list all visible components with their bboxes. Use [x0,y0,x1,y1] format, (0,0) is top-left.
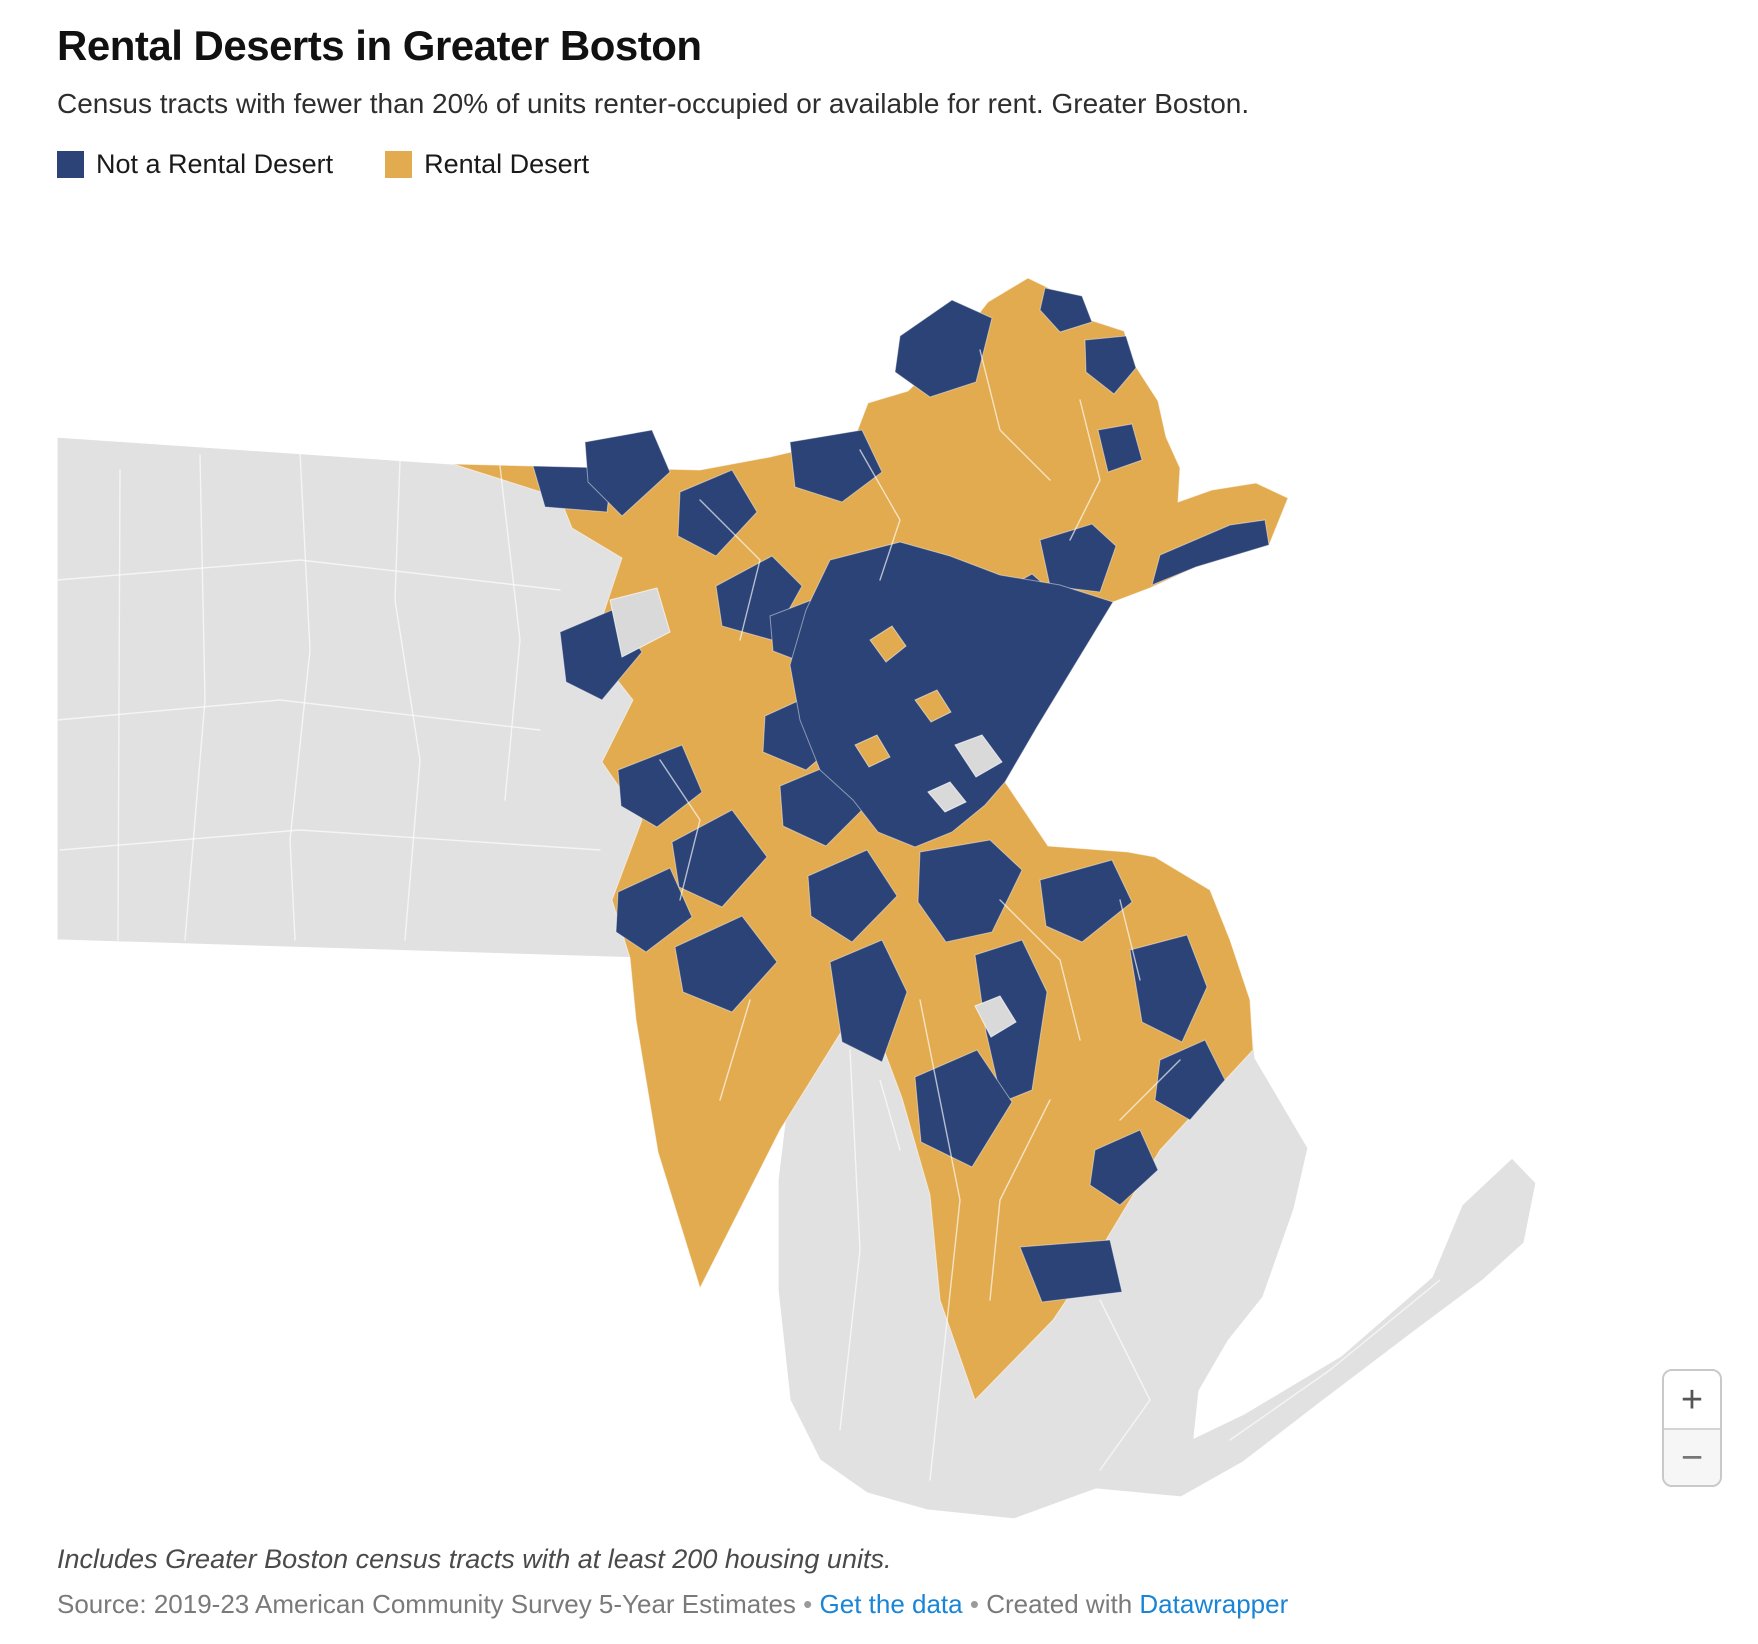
tract-excluded-speck [609,587,671,658]
legend-label: Not a Rental Desert [96,148,334,179]
tract-not-desert[interactable] [584,429,671,517]
tract-border-line [719,999,751,1101]
tract-not-desert[interactable] [1089,1129,1159,1206]
tract-border-line [59,829,601,851]
tract-border-line [1229,1279,1441,1441]
zoom-in-button[interactable]: + [1664,1371,1720,1428]
tract-not-desert[interactable] [1019,1239,1123,1303]
tract-desert-speck[interactable] [869,625,907,663]
not-rental-desert-swatch [57,150,84,178]
tract-not-desert[interactable] [914,1049,1013,1168]
tract-border-line [56,699,541,731]
bullet-separator: • [969,1589,979,1619]
tract-not-desert[interactable] [917,839,1023,943]
tract-border-line [56,559,561,591]
tract-border-line [999,899,1081,1041]
tract-excluded-speck [974,995,1017,1038]
tract-not-desert[interactable] [807,849,898,943]
page-title: Rental Deserts in Greater Boston [57,22,702,69]
tract-desert-speck[interactable] [914,689,952,723]
tract-not-desert[interactable] [674,915,778,1013]
tract-border-line [979,349,1051,481]
legend-label: Rental Desert [424,148,590,179]
tract-border-line [879,1079,901,1151]
tract-not-desert[interactable] [894,299,993,398]
tract-border-line [117,469,121,941]
tract-not-desert[interactable] [1154,1039,1226,1121]
tract-border-line [499,465,521,801]
source-text: Source: 2019-23 American Community Surve… [57,1589,796,1619]
tract-not-desert[interactable] [789,429,883,503]
tract-not-desert[interactable] [1039,859,1133,943]
tract-not-desert[interactable] [829,939,908,1063]
tract-excluded-speck [927,781,967,813]
tract-not-desert[interactable] [1129,934,1208,1043]
rental-desert-swatch [385,150,413,178]
tract-excluded-speck [954,734,1003,778]
datawrapper-link[interactable]: Datawrapper [1139,1589,1289,1619]
tract-border-line [1119,1059,1181,1121]
tract-not-desert[interactable] [1097,423,1143,473]
created-with-text: Created with [986,1589,1133,1619]
tract-border-line [1069,399,1101,541]
tract-not-desert[interactable] [1039,523,1117,593]
tract-border-line [839,1049,861,1431]
tract-border-line [989,1099,1051,1301]
tract-border-line [859,449,901,581]
tract-not-desert[interactable] [677,469,758,557]
zoom-out-button[interactable]: − [1664,1428,1720,1485]
source-line: Source: 2019-23 American Community Surve… [57,1589,1701,1620]
get-the-data-link[interactable]: Get the data [819,1589,963,1619]
legend: Not a Rental Desert Rental Desert [57,149,1701,180]
tract-border-line [919,999,961,1481]
tract-not-desert[interactable] [1039,287,1093,333]
legend-item-not-rental-desert: Not a Rental Desert [57,149,333,180]
map-subtitle: Census tracts with fewer than 20% of uni… [57,88,1250,120]
legend-item-rental-desert: Rental Desert [385,149,589,180]
bullet-separator: • [803,1589,813,1619]
tract-border-line [394,459,421,941]
tract-border-line [184,454,206,941]
header: Rental Deserts in Greater Boston Census … [57,22,1701,180]
tract-not-desert[interactable] [617,744,703,828]
tract-border-line [1099,1299,1151,1471]
tract-border-line [1119,899,1141,981]
tract-not-desert[interactable] [1084,335,1137,395]
boston-core-not-desert[interactable] [789,541,1114,848]
tract-border-line [659,759,701,901]
tract-border-line [289,451,311,941]
map-footnote: Includes Greater Boston census tracts wi… [57,1544,892,1574]
footer: Includes Greater Boston census tracts wi… [57,1544,1701,1620]
tract-desert-speck[interactable] [854,734,891,768]
tract-border-line [699,499,761,641]
tract-not-desert[interactable] [1151,519,1270,586]
tract-not-desert[interactable] [615,867,693,953]
map-zoom-controls: + − [1662,1369,1722,1487]
